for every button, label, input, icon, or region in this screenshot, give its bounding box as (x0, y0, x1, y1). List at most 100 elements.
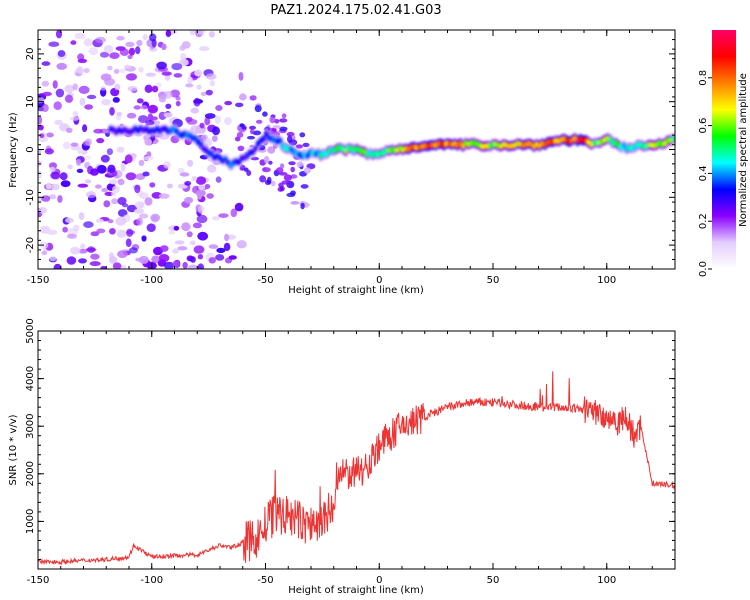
spectrogram-noise-cell (145, 72, 156, 77)
spectrogram-noise-cell (136, 98, 144, 104)
spectrogram-noise-cell (115, 216, 127, 226)
spectrogram-noise-cell (190, 107, 199, 114)
spectrogram-noise-cell (127, 86, 138, 92)
spectrogram-noise-cell (38, 124, 44, 131)
spectrogram-noise-cell (39, 133, 45, 138)
spectrogram-noise-cell (38, 115, 43, 125)
spectrogram-noise-cell (41, 80, 50, 87)
spectrogram-noise-cell (119, 68, 127, 74)
spectrogram-cells (38, 30, 675, 269)
spectrogram-noise-cell (70, 246, 81, 255)
spectrogram-noise-cell (125, 172, 137, 181)
spectrogram-noise-cell (272, 125, 281, 129)
spectrogram-noise-cell (187, 159, 194, 167)
spectrogram-noise-cell (144, 197, 153, 206)
spectrogram-noise-cell (41, 250, 48, 256)
snr-series-line (38, 371, 675, 566)
spectrogram-noise-cell (114, 83, 121, 90)
spectrogram-noise-cell (163, 261, 175, 269)
spectrogram-noise-cell (67, 164, 73, 170)
spectrogram-noise-cell (165, 103, 172, 110)
colorbar: 0.0 0.2 0.4 0.6 0.8 Normalized spectral ampl… (698, 30, 749, 277)
spectrogram-noise-cell (208, 31, 215, 38)
spectrogram-noise-cell (101, 187, 108, 193)
spectrogram-noise-cell (295, 144, 303, 149)
spectrogram-noise-cell (250, 156, 259, 161)
spectrogram-noise-cell (271, 180, 276, 187)
spectrogram-noise-cell (83, 38, 94, 47)
spectrogram-noise-cell (239, 123, 245, 128)
x-tick-label: -50 (257, 275, 273, 286)
spectrogram-noise-cell (93, 128, 103, 134)
spectrogram-noise-cell (88, 47, 99, 56)
spectrogram-noise-cell (252, 130, 262, 136)
spectrogram-noise-cell (238, 72, 244, 81)
x-tick-label: 0 (376, 575, 382, 586)
spectrogram-noise-cell (99, 51, 110, 58)
spectrogram-noise-cell (84, 104, 93, 110)
spectrogram-noise-cell (193, 97, 201, 107)
spectrogram-noise-cell (181, 222, 191, 232)
x-tick-label: -50 (257, 575, 273, 586)
spectrogram-noise-cell (150, 213, 160, 222)
spectrogram-noise-cell (184, 196, 194, 204)
spectrogram-noise-cell (113, 68, 120, 74)
y-tick-label: -20 (25, 237, 36, 253)
spectrogram-noise-cell (189, 30, 196, 36)
spectrogram-noise-cell (269, 116, 276, 124)
spectrogram-noise-cell (207, 164, 217, 173)
spectrogram-noise-cell (87, 246, 96, 254)
spectrogram-noise-cell (147, 104, 158, 114)
spectrogram-noise-cell (144, 138, 152, 146)
spectrogram-noise-cell (230, 208, 238, 218)
spectrogram-noise-cell (54, 119, 63, 125)
spectrogram-noise-cell (246, 170, 252, 176)
spectrogram-noise-cell (117, 250, 128, 258)
colorbar-ticks: 0.0 0.2 0.4 0.6 0.8 (698, 70, 712, 277)
spectrogram-noise-cell (190, 256, 196, 263)
spectrogram-noise-cell (124, 154, 133, 164)
snr-x-ticks: -150 -100 -50 0 50 100 (27, 331, 676, 586)
spectrogram-noise-cell (281, 113, 287, 119)
spectrogram-noise-cell (60, 180, 71, 188)
y-tick-label: 5000 (25, 318, 36, 343)
spectrogram-noise-cell (177, 246, 188, 251)
spectrogram-noise-cell (48, 41, 60, 47)
spectrogram-noise-cell (100, 86, 107, 91)
spectrogram-noise-cell (95, 36, 106, 44)
colorbar-tick-label: 0.6 (698, 118, 709, 134)
spectrogram-noise-cell (50, 171, 61, 180)
spectrogram-noise-cell (271, 127, 277, 132)
spectrogram-noise-cell (136, 39, 143, 47)
snr-y-ticks: 1000 2000 3000 4000 5000 (25, 318, 675, 570)
spectrogram-noise-cell (205, 89, 213, 96)
spectrogram-noise-cell (138, 66, 144, 73)
spectrogram-noise-cell (278, 182, 284, 188)
spectrogram-noise-cell (109, 256, 118, 264)
spectrogram-noise-cell (64, 84, 75, 93)
spectrogram-noise-cell (39, 225, 51, 234)
spectrogram-noise-cell (112, 97, 120, 103)
spectrogram-noise-cell (204, 184, 211, 189)
spectrogram-noise-cell (234, 136, 241, 142)
spectrogram-noise-cell (197, 205, 205, 214)
spectrogram-noise-cell (280, 163, 285, 169)
spectrogram-noise-cell (72, 110, 79, 118)
spectrogram-noise-cell (109, 179, 118, 185)
x-tick-label: 100 (597, 275, 616, 286)
y-tick-label: 4000 (25, 366, 36, 391)
spectrogram-noise-cell (159, 245, 169, 252)
spectrogram-noise-cell (177, 167, 185, 174)
spectrogram-noise-cell (168, 230, 176, 235)
spectrogram-noise-cell (38, 136, 48, 143)
spectrogram-noise-cell (156, 61, 168, 70)
spectrogram-noise-cell (279, 118, 288, 123)
spectrogram-noise-cell (79, 97, 86, 106)
spectrogram-noise-cell (296, 161, 304, 167)
spectrogram-noise-cell (163, 161, 171, 169)
spectrogram-noise-cell (215, 105, 223, 111)
spectrogram-noise-cell (134, 184, 141, 194)
spectrogram-noise-cell (185, 83, 194, 88)
spectrogram-noise-cell (56, 62, 67, 70)
